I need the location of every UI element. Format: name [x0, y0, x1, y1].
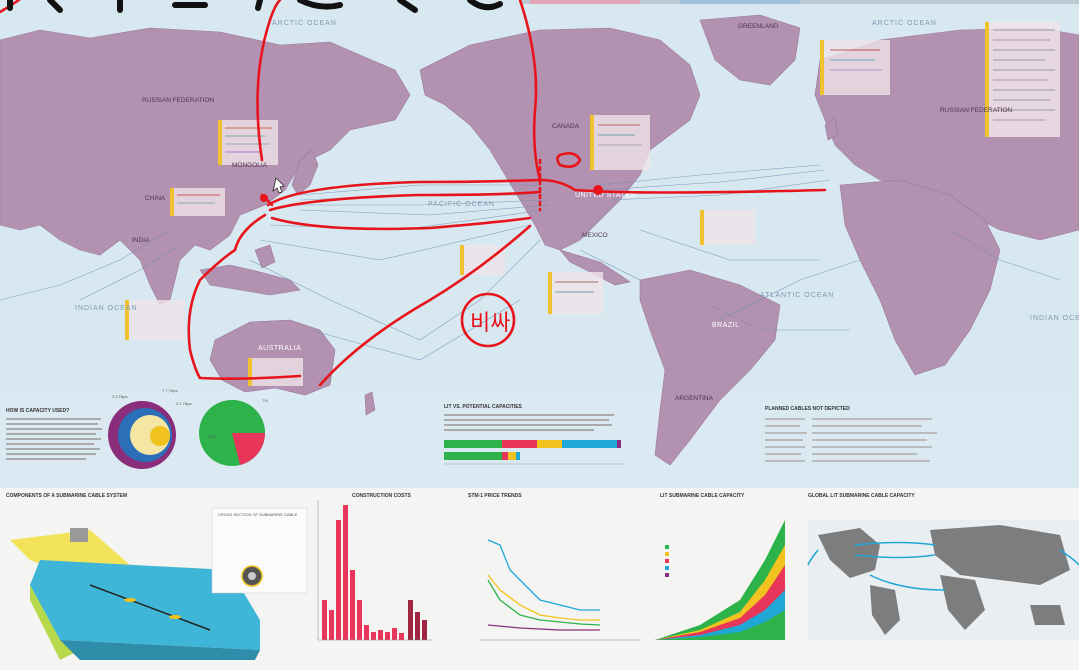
callout-far-right: [985, 22, 1060, 137]
callout-china: [170, 188, 225, 216]
region-callouts: [125, 22, 1060, 386]
annotation-dot-us: [593, 185, 603, 195]
global-capacity-title: GLOBAL LIT SUBMARINE CABLE CAPACITY: [808, 493, 915, 499]
callout-atlantic: [700, 210, 755, 245]
capacity-value-b: 2.1 Tbps: [176, 401, 192, 406]
label-australia: AUSTRALIA: [258, 345, 301, 352]
annotation-circle-big: [460, 292, 516, 348]
lit-capacity-legend: [665, 545, 669, 577]
annotation-circle-mark: [556, 152, 582, 168]
callout-pacific-mid: [460, 245, 505, 275]
label-mexico: MEXICO: [582, 232, 608, 239]
capacity-circle-core: [150, 426, 170, 446]
annotation-top-left-stroke: [0, 0, 21, 14]
capacity-value-c: 3.3 Tbps: [112, 394, 128, 399]
label-russia-right: RUSSIAN FEDERATION: [940, 107, 1012, 114]
capacity-pie-slice: [232, 433, 265, 465]
landing-station: [70, 528, 88, 542]
annotation-route-australia: [318, 224, 532, 387]
cursor-icon: [272, 177, 285, 194]
capacity-usage-panel: HOW IS CAPACITY USED? 3.3 Tbps 7.7 Tbps …: [6, 388, 268, 469]
top-left-handwriting: [7, 0, 503, 13]
annotation-right-arc: [518, 0, 542, 182]
cable-components-panel: COMPONENTS OF A SUBMARINE CABLE SYSTEM C…: [6, 493, 308, 660]
callout-pacific-east: [548, 272, 603, 314]
lit-capacity-title: LIT SUBMARINE CABLE CAPACITY: [660, 493, 745, 499]
lit-vs-potential-panel: LIT VS. POTENTIAL CAPACITIES: [444, 404, 625, 465]
annotation-route-loop: [187, 213, 302, 380]
top-color-strip: [520, 0, 1079, 4]
handwritten-annotations: [0, 0, 827, 387]
construction-costs-panel: CONSTRUCTION COSTS: [317, 493, 432, 641]
cable-components-title: COMPONENTS OF A SUBMARINE CABLE SYSTEM: [6, 493, 127, 499]
label-india: INDIA: [132, 237, 150, 244]
label-brazil: BRAZIL: [712, 322, 740, 329]
global-capacity-panel: GLOBAL LIT SUBMARINE CABLE CAPACITY: [807, 493, 1079, 640]
label-pacific-ocean: PACIFIC OCEAN: [428, 201, 495, 208]
label-china: CHINA: [145, 195, 166, 202]
label-canada: CANADA: [552, 123, 580, 130]
annotation-route-lower: [270, 216, 532, 231]
annotation-korean-text: 비싸: [470, 310, 510, 335]
callout-russia: [218, 120, 278, 165]
stm-price-panel: STM-1 PRICE TRENDS: [468, 493, 640, 641]
label-indian-ocean-right: INDIAN OCEAN: [1030, 315, 1079, 322]
annotation-dot-asia: [260, 194, 268, 202]
annotation-left-arc: [256, 0, 282, 162]
construction-costs-title: CONSTRUCTION COSTS: [352, 493, 412, 499]
label-indian-ocean-left: INDIAN OCEAN: [75, 305, 138, 312]
label-argentina: ARGENTINA: [675, 395, 714, 402]
label-russia-left: RUSSIAN FEDERATION: [142, 97, 214, 104]
annotation-route-mid: [268, 190, 542, 212]
label-arctic-ocean-left: ARCTIC OCEAN: [272, 20, 337, 27]
planned-cables-panel: PLANNED CABLES NOT DEPICTED: [765, 406, 937, 462]
label-greenland: GREENLAND: [738, 23, 779, 30]
capacity-usage-title: HOW IS CAPACITY USED?: [6, 408, 69, 414]
callout-indian: [125, 300, 185, 340]
capacity-value-d: 7%: [262, 398, 268, 403]
label-atlantic-ocean: ATLANTIC OCEAN: [760, 292, 834, 299]
capacity-value-e: 70%: [208, 434, 216, 439]
label-arctic-ocean-right: ARCTIC OCEAN: [872, 20, 937, 27]
callout-australia: [248, 358, 303, 386]
cross-section-title: CROSS-SECTION OF SUBMARINE CABLE: [218, 512, 297, 517]
label-united-states: UNITED STATES: [575, 192, 636, 199]
lit-capacity-panel: LIT SUBMARINE CABLE CAPACITY: [655, 493, 785, 640]
callout-canada: [590, 115, 650, 170]
capacity-value-a: 7.7 Tbps: [162, 388, 178, 393]
planned-cables-title: PLANNED CABLES NOT DEPICTED: [765, 406, 850, 412]
stm-price-title: STM-1 PRICE TRENDS: [468, 493, 522, 499]
label-mongolia: MONGOLIA: [232, 162, 268, 169]
lit-vs-potential-title: LIT VS. POTENTIAL CAPACITIES: [444, 404, 523, 410]
callout-europe: [820, 40, 890, 95]
